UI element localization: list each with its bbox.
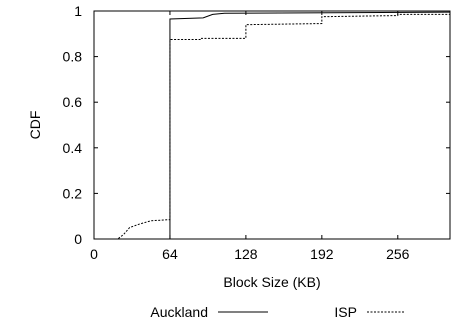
y-tick-label: 0.2 bbox=[63, 185, 83, 201]
legend-label-auckland: Auckland bbox=[150, 304, 208, 320]
y-tick-label: 0 bbox=[74, 231, 82, 247]
y-tick-label: 0.6 bbox=[63, 94, 83, 110]
plot-area-border bbox=[93, 10, 451, 240]
plot-frame bbox=[93, 10, 451, 240]
x-axis-ticks: 0 64 128 192 256 bbox=[90, 11, 410, 262]
legend-label-isp: ISP bbox=[334, 304, 357, 320]
y-tick-label: 0.4 bbox=[63, 140, 83, 156]
legend: Auckland ISP bbox=[150, 304, 405, 320]
series-line-isp bbox=[94, 13, 450, 240]
y-tick-label: 1 bbox=[74, 3, 82, 19]
x-tick-label: 192 bbox=[310, 246, 334, 262]
series-line-auckland bbox=[94, 11, 451, 240]
y-axis-ticks: 0 0.2 0.4 0.6 0.8 1 bbox=[63, 3, 450, 247]
series-lines bbox=[94, 11, 451, 240]
x-tick-label: 128 bbox=[234, 246, 258, 262]
y-axis-title: CDF bbox=[27, 111, 43, 140]
y-tick-label: 0.8 bbox=[63, 49, 83, 65]
x-tick-label: 256 bbox=[386, 246, 410, 262]
x-axis-title: Block Size (KB) bbox=[223, 274, 320, 290]
x-tick-label: 0 bbox=[90, 246, 98, 262]
x-tick-label: 64 bbox=[162, 246, 178, 262]
